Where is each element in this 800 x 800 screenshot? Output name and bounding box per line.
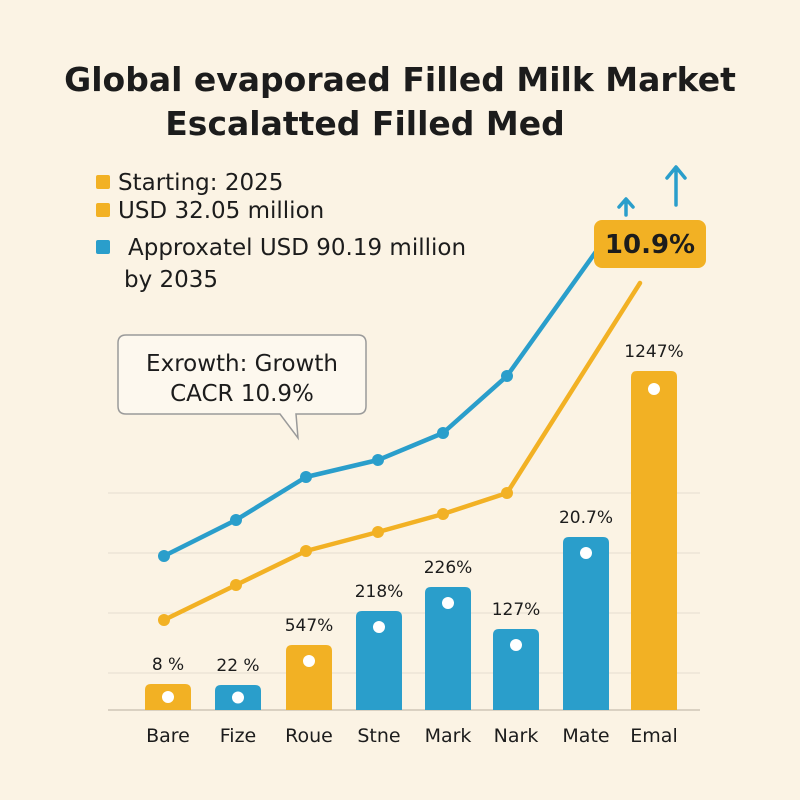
chart-title: Global evaporaed Filled Milk Market Esca… (0, 58, 800, 146)
bar-marker (162, 691, 174, 703)
badge-box (594, 220, 706, 268)
line-point (158, 550, 170, 562)
legend-swatch (96, 240, 110, 254)
bar-stne (356, 611, 402, 710)
line-point (300, 471, 312, 483)
trend-lines (158, 222, 643, 626)
growth-callout: Exrowth: Growth CACR 10.9% (117, 334, 367, 441)
bar-emal (631, 371, 677, 710)
callout-line-2: CACR 10.9% (170, 381, 314, 407)
legend-text-2: by 2035 (124, 267, 219, 293)
line-point (372, 454, 384, 466)
line-point (230, 514, 242, 526)
bars (145, 371, 677, 710)
bar-mark (425, 587, 471, 710)
legend-text: USD 32.05 million (118, 198, 325, 224)
title-line-2: Escalatted Filled Med (165, 104, 565, 143)
line-point (437, 508, 449, 520)
bar-value-label: 22 % (216, 656, 259, 676)
bar-roue (286, 645, 332, 710)
bar-value-label: 218% (355, 582, 404, 602)
legend-item-start-value: USD 32.05 million (96, 198, 324, 224)
bar-nark (493, 629, 539, 710)
bar-value-label: 127% (492, 600, 541, 620)
line-point (158, 614, 170, 626)
bar-value-label: 547% (285, 616, 334, 636)
line-point (501, 370, 513, 382)
legend-item-start-year: Starting: 2025 (96, 170, 283, 196)
legend-swatch (96, 203, 110, 217)
bar-labels: 8 % 22 % 547% 218% 226% 127% 20.7% 1247% (152, 342, 684, 676)
bar-value-label: 8 % (152, 655, 184, 675)
bar-value-label: 226% (424, 558, 473, 578)
x-tick-label: Bare (146, 725, 190, 747)
callout-box (117, 334, 367, 441)
line-point (437, 427, 449, 439)
x-tick-label: Emal (630, 725, 677, 747)
x-tick-label: Mark (425, 725, 472, 747)
bar-marker (510, 639, 522, 651)
arrow-up-icon (665, 165, 687, 207)
line-point (230, 579, 242, 591)
bar-marker (580, 547, 592, 559)
legend-item-end-value: Approxatel USD 90.19 million by 2035 (96, 232, 466, 296)
bar-value-label: 1247% (624, 342, 683, 362)
bar-mate (563, 537, 609, 710)
x-tick-label: Stne (357, 725, 400, 747)
legend-text: Starting: 2025 (118, 170, 284, 196)
bar-marker (442, 597, 454, 609)
x-tick-label: Nark (494, 725, 539, 747)
line-point (501, 487, 513, 499)
badge-text: 10.9% (605, 230, 695, 260)
x-tick-label: Fize (220, 725, 257, 747)
cagr-badge: 10.9% (594, 220, 706, 268)
bar-marker (232, 691, 244, 704)
line-point (300, 545, 312, 557)
bar-marker (303, 655, 315, 667)
arrow-up-icon (617, 197, 635, 217)
x-tick-label: Roue (285, 725, 333, 747)
legend-swatch (96, 175, 110, 189)
callout-line-1: Exrowth: Growth (146, 351, 338, 377)
x-tick-label: Mate (562, 725, 609, 747)
bar-marker (648, 383, 660, 395)
legend-text: Approxatel USD 90.19 million (128, 235, 467, 261)
line-point (372, 526, 384, 538)
title-line-1: Global evaporaed Filled Milk Market (64, 60, 736, 99)
x-axis-labels: Bare Fize Roue Stne Mark Nark Mate Emal (146, 725, 678, 747)
bar-value-label: 20.7% (559, 508, 613, 528)
bar-marker (373, 621, 385, 633)
